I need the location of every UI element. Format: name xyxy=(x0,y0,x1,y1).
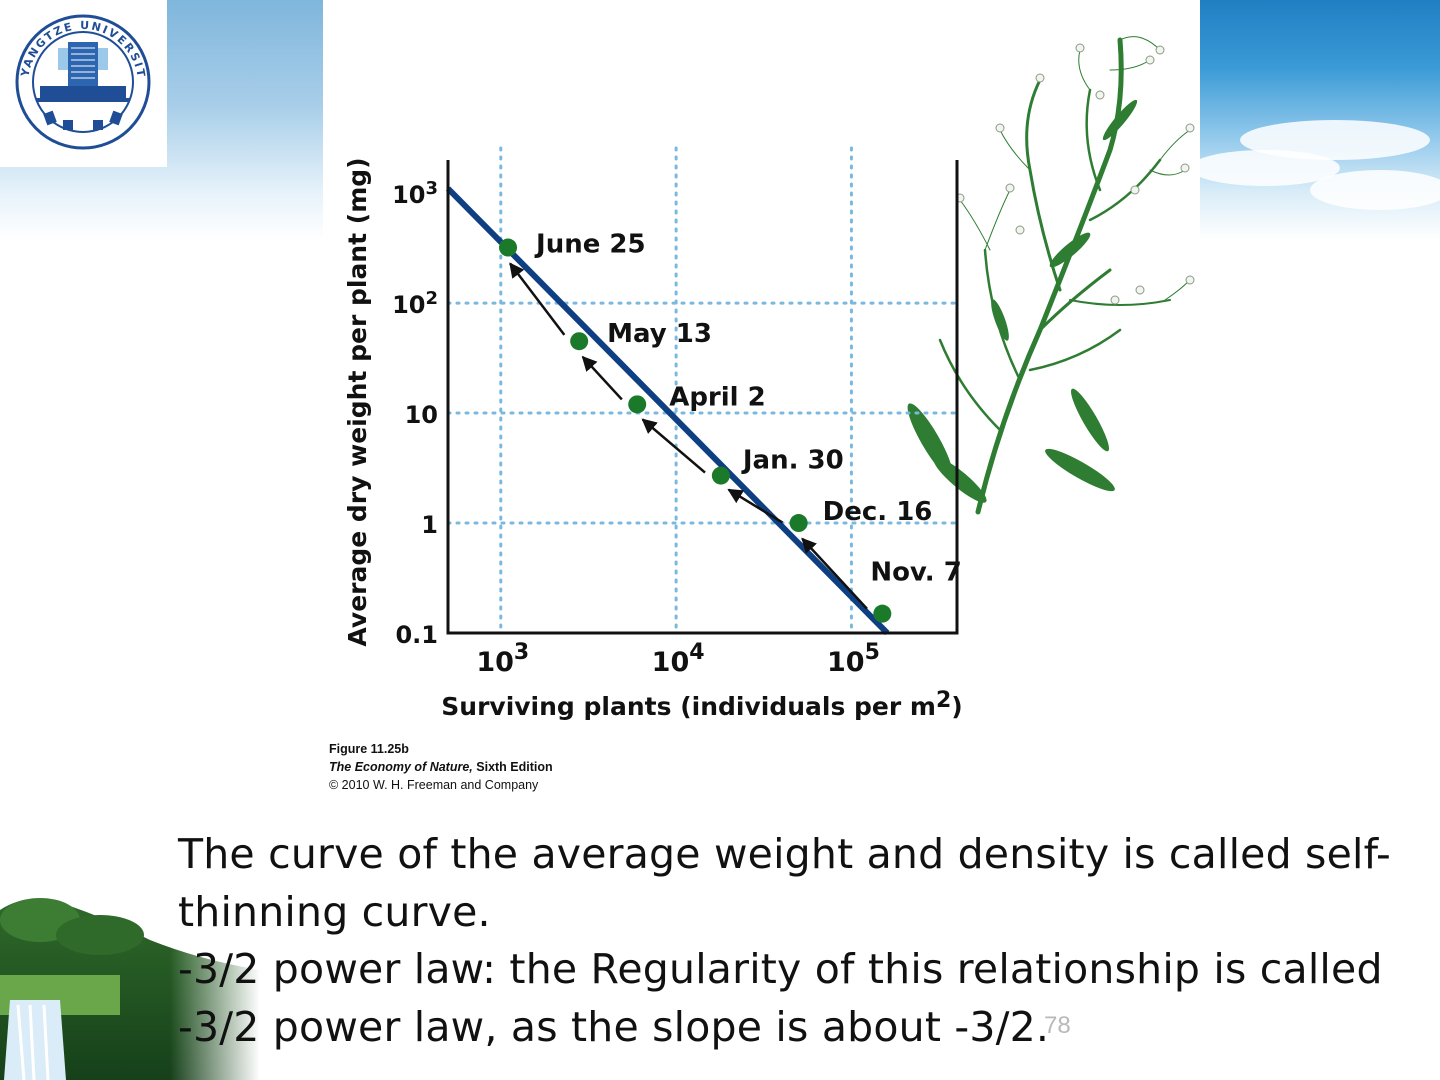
axes-frame xyxy=(446,160,959,635)
slide-number: 78 xyxy=(1044,1012,1071,1039)
x-tick-label: 105 xyxy=(827,640,880,678)
data-point xyxy=(628,395,647,414)
caption-copyright: © 2010 W. H. Freeman and Company xyxy=(329,778,539,792)
body-line-4: -3/2 power law, as the slope is about -3… xyxy=(178,1002,1050,1051)
growth-arrow xyxy=(641,418,706,474)
data-point-label: June 25 xyxy=(534,230,646,260)
caption-figure-number: Figure 11.25b xyxy=(329,742,409,756)
data-point xyxy=(873,604,892,623)
x-axis-label-sup: 2 xyxy=(936,688,951,713)
logo-area: YANGTZE UNIVERSITY xyxy=(0,0,167,167)
data-point-label: Dec. 16 xyxy=(823,497,933,527)
y-tick-label: 1 xyxy=(421,511,438,539)
growth-arrow xyxy=(727,488,784,524)
university-seal-icon: YANGTZE UNIVERSITY xyxy=(0,0,151,150)
growth-arrow xyxy=(801,537,868,610)
growth-arrow xyxy=(509,262,566,336)
x-tick-label: 104 xyxy=(652,640,705,678)
data-point xyxy=(711,466,730,485)
y-tick-label: 102 xyxy=(392,288,438,319)
body-line-2: thinning curve. xyxy=(178,887,491,936)
body-line-1: The curve of the average weight and dens… xyxy=(178,830,1392,878)
y-tick-label: 0.1 xyxy=(395,621,438,649)
data-point xyxy=(570,332,589,351)
growth-arrow xyxy=(581,355,623,401)
slide-body-text: The curve of the average weight and dens… xyxy=(178,826,1428,1056)
data-point xyxy=(499,238,518,257)
y-tick-label: 103 xyxy=(392,178,438,209)
data-point-label: April 2 xyxy=(669,382,766,412)
data-point-label: Jan. 30 xyxy=(741,446,844,476)
x-axis-label-close: ) xyxy=(951,692,962,721)
plant-illustration-icon xyxy=(907,36,1195,515)
data-point-label: Nov. 7 xyxy=(870,558,961,588)
x-axis-label-text: Surviving plants (individuals per m xyxy=(441,692,936,721)
caption-edition: Sixth Edition xyxy=(472,760,553,774)
figure-caption: Figure 11.25b The Economy of Nature, Six… xyxy=(329,740,553,794)
figure-panel xyxy=(323,0,1200,800)
sky-background-right xyxy=(1190,0,1440,240)
y-tick-label: 10 xyxy=(405,401,438,429)
x-axis-label: Surviving plants (individuals per m2) xyxy=(441,688,962,721)
data-point-label: May 13 xyxy=(607,319,712,349)
y-axis-label: Average dry weight per plant (mg) xyxy=(343,157,372,646)
caption-book-line: The Economy of Nature, Sixth Edition xyxy=(329,758,553,776)
x-tick-label: 103 xyxy=(476,640,529,678)
self-thinning-line xyxy=(445,186,890,636)
data-point xyxy=(789,514,808,533)
caption-book-title: The Economy of Nature, xyxy=(329,760,473,774)
body-line-3: -3/2 power law: the Regularity of this r… xyxy=(178,945,1383,993)
waterfall-background xyxy=(0,880,260,1080)
